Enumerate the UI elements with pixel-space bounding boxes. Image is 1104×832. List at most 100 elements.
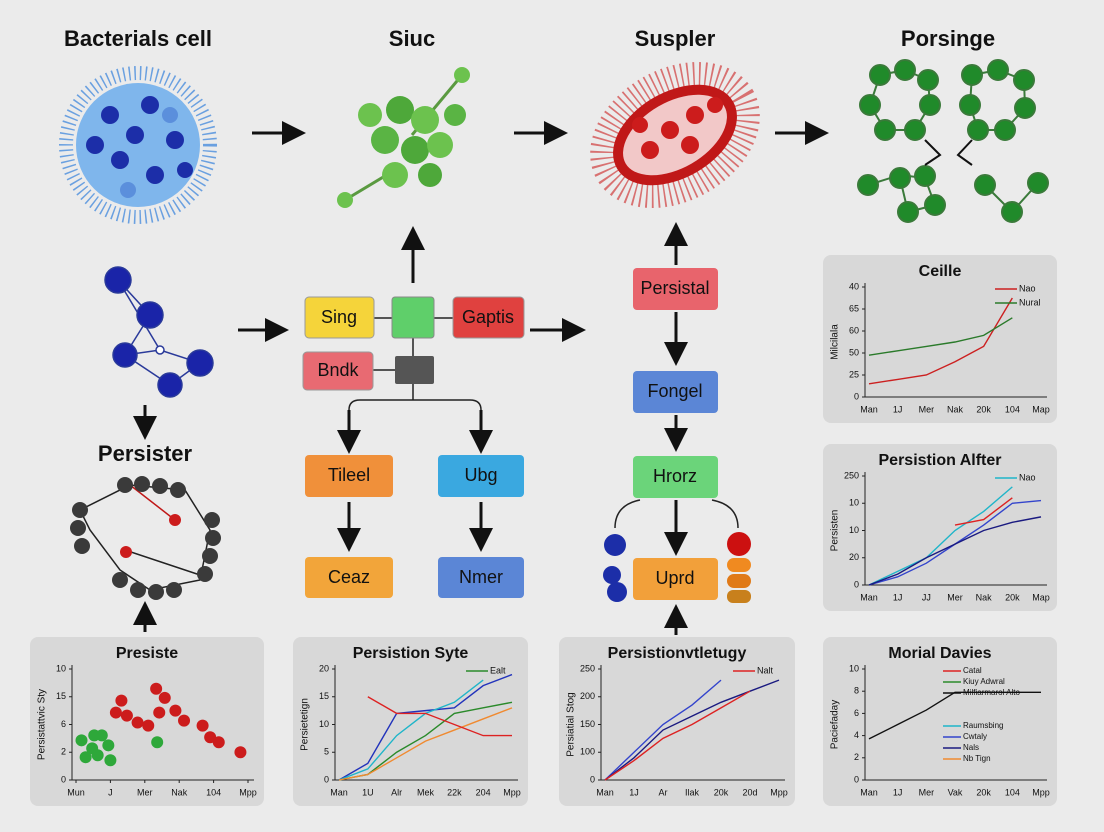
process-boxes <box>304 296 375 339</box>
persister-icon <box>124 549 201 576</box>
box-label: Ubg <box>464 465 497 485</box>
y-tick-label: 15 <box>56 691 66 701</box>
y-tick-label: 10 <box>319 719 329 729</box>
suspler-icon <box>686 106 704 124</box>
process-boxes <box>302 351 374 391</box>
process-boxes <box>633 558 718 600</box>
persister-icon <box>166 582 182 598</box>
x-tick-label: 20k <box>714 787 729 797</box>
x-tick-label: 20d <box>742 787 757 797</box>
persister-icon <box>130 582 146 598</box>
persister-icon <box>120 546 132 558</box>
porsinge-icon <box>857 59 1049 223</box>
network-icon <box>112 342 138 368</box>
suspler-icon <box>632 117 648 133</box>
process-boxes <box>452 296 525 339</box>
porsinge-icon <box>987 59 1009 81</box>
persister-icon <box>152 478 168 494</box>
persister-icon <box>72 502 88 518</box>
suspler-icon <box>707 97 723 113</box>
annotation-label: Catal <box>963 666 982 675</box>
box-label: Bndk <box>317 360 359 380</box>
porsinge-icon <box>967 119 989 141</box>
suspler-icon <box>590 62 760 208</box>
legend-label: Nao <box>1019 283 1036 293</box>
scatter-point <box>88 729 101 742</box>
y-axis-label: Paciefaday <box>830 700 841 749</box>
scatter-point <box>91 749 104 762</box>
box-label: Uprd <box>655 568 694 588</box>
y-tick-label: 0 <box>854 391 859 401</box>
x-tick-label: Nak <box>976 592 993 602</box>
x-tick-label: 1U <box>362 787 374 797</box>
process-boxes <box>633 371 718 413</box>
x-tick-label: 204 <box>476 787 491 797</box>
porsinge-icon <box>959 94 981 116</box>
bacterial-cell-icon <box>126 126 144 144</box>
y-tick-label: 15 <box>319 691 329 701</box>
process-boxes <box>302 268 718 600</box>
x-tick-label: Mer <box>919 787 935 797</box>
uprd-icons <box>727 574 751 588</box>
bacterial-cell-icon <box>166 131 184 149</box>
series-line <box>367 696 512 737</box>
porsinge-icon <box>894 59 916 81</box>
x-tick-label: Vak <box>948 787 963 797</box>
box-label: Sing <box>321 307 357 327</box>
uprd-icons <box>607 582 627 602</box>
y-tick-label: 0 <box>854 579 859 589</box>
series-line <box>868 486 1013 586</box>
x-tick-label: 1J <box>893 404 903 414</box>
porsinge-icon <box>924 194 946 216</box>
persister-icon <box>169 514 181 526</box>
legend-label: Nao <box>1019 472 1036 482</box>
annotation-label: Kiuy Adwral <box>963 677 1005 686</box>
y-axis-label: Persistattvic Sty <box>37 689 48 760</box>
y-tick-label: 5 <box>324 747 329 757</box>
siuc-icon <box>371 126 399 154</box>
x-tick-label: Mek <box>417 787 435 797</box>
persister-icon <box>204 512 220 528</box>
bacterial-cell-icon <box>177 162 193 178</box>
y-tick-label: 4 <box>854 730 859 740</box>
persister-icon <box>74 538 90 554</box>
series-line <box>338 679 484 781</box>
y-axis-label: Persiatial Stog <box>566 692 577 756</box>
scatter-point <box>158 691 171 704</box>
x-tick-label: Man <box>860 404 878 414</box>
annotation-label: Nb Tign <box>963 754 991 763</box>
bacterial-cell-icon <box>86 136 104 154</box>
series-line <box>604 679 722 781</box>
arrows <box>348 384 482 411</box>
network-icon <box>155 345 165 355</box>
siuc-icon <box>337 67 470 208</box>
y-tick-label: 10 <box>56 663 66 673</box>
chart-panel <box>559 637 795 806</box>
porsinge-icon <box>924 139 942 166</box>
arrows <box>133 121 829 635</box>
x-tick-label: 104 <box>1005 787 1020 797</box>
persister-icon <box>170 482 186 498</box>
porsinge-icon <box>917 69 939 91</box>
x-tick-label: J <box>108 787 113 797</box>
suspler-icon <box>681 136 699 154</box>
uprd-icons <box>603 532 751 603</box>
x-tick-label: Alr <box>391 787 402 797</box>
annotation-label: Milfiarmarol Alto <box>963 688 1020 697</box>
y-tick-label: 10 <box>849 663 859 673</box>
y-tick-label: 0 <box>61 774 66 784</box>
box-label: Ceaz <box>328 567 370 587</box>
porsinge-icon <box>869 64 891 86</box>
y-axis-label: Persisten <box>830 510 841 552</box>
box-label: Nmer <box>459 567 503 587</box>
suspler-icon <box>661 121 679 139</box>
siuc-icon <box>454 67 470 83</box>
x-tick-label: Mpp <box>1032 787 1050 797</box>
series-line <box>338 707 513 781</box>
annotation-label: Raumsbing <box>963 721 1003 730</box>
porsinge-icon <box>994 119 1016 141</box>
bacterial-cell-icon <box>111 151 129 169</box>
box-label: Persistal <box>640 278 709 298</box>
process-boxes <box>438 455 524 497</box>
